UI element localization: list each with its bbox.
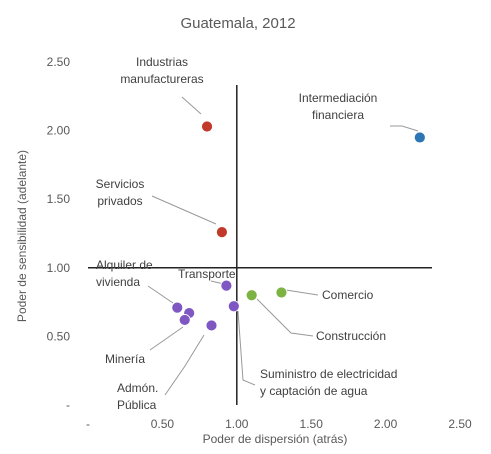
label-industrias-manufactureras: Industrias manufactureras <box>120 55 203 86</box>
x-tick-label: 2.00 <box>374 417 398 431</box>
leader-line <box>256 298 314 337</box>
data-point <box>413 131 426 144</box>
label-servicios-privados: Servicios privados <box>96 177 145 208</box>
x-tick-label: - <box>86 417 90 431</box>
label-line: Alquiler de <box>96 258 153 272</box>
leader-line <box>149 326 184 351</box>
data-point <box>275 286 288 299</box>
reference-lines <box>88 85 432 405</box>
leader-line <box>390 125 419 132</box>
chart-title: Guatemala, 2012 <box>180 15 295 32</box>
data-point <box>171 301 184 314</box>
data-points <box>171 120 426 332</box>
label-line: Admón. <box>117 381 158 395</box>
y-tick-label: 1.50 <box>47 192 71 206</box>
label-comercio: Comercio <box>322 288 374 302</box>
label-line: Suministro de electricidad <box>260 367 397 381</box>
y-axis-label: Poder de sensibilidad (adelante) <box>15 150 29 322</box>
data-point <box>220 279 233 292</box>
label-construccion: Construcción <box>316 329 386 343</box>
label-line: privados <box>97 194 142 208</box>
leader-line <box>181 96 202 115</box>
label-line: Construcción <box>316 329 386 343</box>
data-point <box>201 120 213 133</box>
label-line: vivienda <box>96 275 140 289</box>
y-tick-label: 2.50 <box>47 55 71 69</box>
label-line: Industrias <box>136 55 188 69</box>
label-line: Minería <box>105 352 145 366</box>
label-suministro-electricidad: Suministro de electricidad y captación de… <box>260 367 397 398</box>
data-point <box>245 289 258 302</box>
leader-line <box>285 289 319 296</box>
y-tick-label: 0.50 <box>47 329 71 343</box>
label-line: manufactureras <box>120 72 203 86</box>
label-intermediacion-financiera: Intermediación financiera <box>299 91 378 122</box>
label-transporte: Transporte <box>178 267 236 281</box>
leader-lines <box>147 96 419 396</box>
leader-line <box>147 285 174 304</box>
label-line: Transporte <box>178 267 236 281</box>
leader-line <box>151 195 217 225</box>
label-line: Intermediación <box>299 91 378 105</box>
point-labels: Industrias manufactureras Servicios privado… <box>96 55 398 412</box>
label-line: financiera <box>312 108 364 122</box>
y-tick-label: - <box>66 398 70 412</box>
label-line: y captación de agua <box>260 384 368 398</box>
label-line: Comercio <box>322 288 374 302</box>
x-tick-label: 0.50 <box>151 417 175 431</box>
label-mineria: Minería <box>105 352 145 366</box>
data-point <box>216 226 228 239</box>
y-tick-label: 1.00 <box>47 261 71 275</box>
x-tick-label: 2.50 <box>448 417 472 431</box>
label-alquiler-vivienda: Alquiler de vivienda <box>96 258 153 289</box>
x-tick-label: 1.50 <box>300 417 324 431</box>
data-point <box>205 319 218 332</box>
leader-line <box>164 334 205 396</box>
label-line: Servicios <box>96 177 145 191</box>
data-point <box>227 300 240 313</box>
data-point <box>178 314 191 326</box>
axis-ticks: - 0.50 1.00 1.50 2.00 2.50 - 0.50 1.00 1.50 2.00 2.… <box>47 55 472 431</box>
x-axis-label: Poder de dispersión (atrás) <box>203 432 348 446</box>
label-admon-publica: Admón. Pública <box>117 381 158 412</box>
y-tick-label: 2.00 <box>47 124 71 138</box>
label-line: Pública <box>117 398 157 412</box>
leader-line <box>237 310 256 386</box>
x-tick-label: 1.00 <box>225 417 249 431</box>
